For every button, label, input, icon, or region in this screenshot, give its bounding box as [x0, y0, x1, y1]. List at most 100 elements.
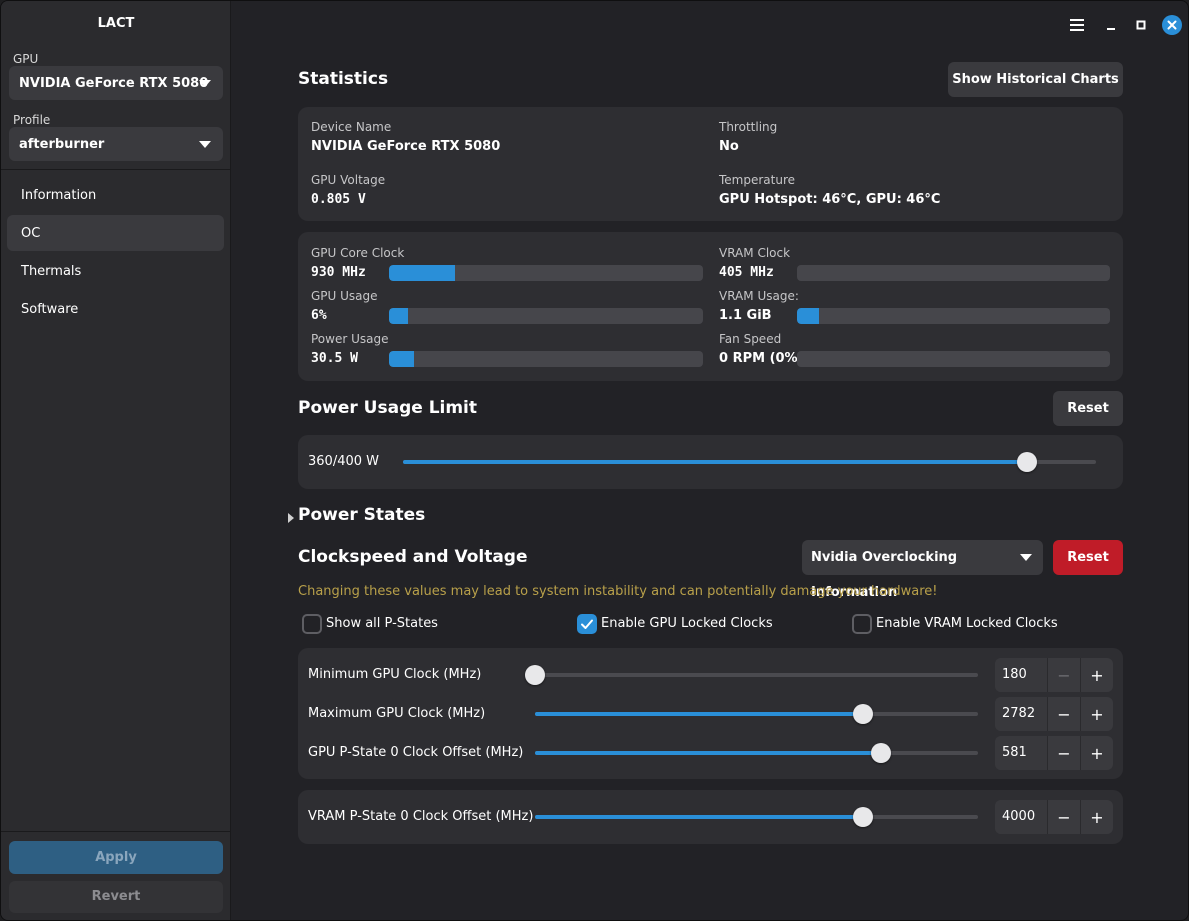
gpu-select-value: NVIDIA GeForce RTX 5080 — [19, 75, 209, 91]
gpu-usage-bar — [389, 308, 703, 324]
decrement-button[interactable]: − — [1047, 697, 1080, 731]
expander-arrow-icon[interactable] — [287, 509, 295, 528]
gpu-pstate0-offset-slider[interactable] — [535, 743, 978, 763]
max-gpu-clock-slider[interactable] — [535, 704, 978, 724]
gpu-voltage-label: GPU Voltage — [311, 173, 386, 187]
slider-handle[interactable] — [852, 807, 873, 827]
vram-pstate0-offset-label: VRAM P-State 0 Clock Offset (MHz) — [308, 809, 534, 824]
sidebar-item-label: Software — [21, 301, 79, 317]
menu-icon[interactable] — [1065, 13, 1089, 37]
sidebar-item-oc[interactable]: OC — [7, 215, 224, 251]
slider-handle[interactable] — [525, 665, 545, 685]
revert-button[interactable]: Revert — [9, 881, 223, 913]
max-gpu-clock-input[interactable]: 2782 — [995, 697, 1047, 731]
temperature-label: Temperature — [719, 173, 796, 187]
show-all-pstates-checkbox[interactable] — [302, 614, 322, 634]
sidebar: LACT GPU NVIDIA GeForce RTX 5080 Profile… — [1, 1, 231, 920]
vram-pstate0-offset-slider[interactable] — [535, 807, 978, 827]
power-usage-value: 30.5 W — [311, 351, 358, 366]
vram-clock-bar — [797, 265, 1110, 281]
maximize-icon[interactable] — [1129, 13, 1153, 37]
vram-clock-value: 405 MHz — [719, 265, 774, 280]
core-clock-bar — [389, 265, 703, 281]
close-icon[interactable] — [1160, 13, 1184, 37]
sidebar-item-label: Thermals — [21, 263, 82, 279]
max-gpu-clock-label: Maximum GPU Clock (MHz) — [308, 706, 486, 721]
temperature-value: GPU Hotspot: 46°C, GPU: 46°C — [719, 192, 941, 207]
divider — [1, 831, 231, 832]
gpu-select[interactable]: NVIDIA GeForce RTX 5080 — [9, 66, 223, 100]
gpu-voltage-value: 0.805 V — [311, 192, 366, 207]
vram-pstate0-offset-input[interactable]: 4000 — [995, 800, 1047, 834]
fan-speed-value: 0 RPM (0%) — [719, 351, 804, 366]
vram-usage-label: VRAM Usage: — [719, 289, 799, 303]
sidebar-item-software[interactable]: Software — [7, 291, 224, 327]
core-clock-label: GPU Core Clock — [311, 246, 405, 260]
minimize-icon[interactable] — [1099, 13, 1123, 37]
power-limit-reset-button[interactable]: Reset — [1053, 391, 1123, 426]
vram-pstate0-offset-stepper[interactable]: 4000 − + — [995, 800, 1113, 834]
profile-select-value: afterburner — [19, 136, 105, 152]
gpu-locked-clocks-checkbox[interactable] — [577, 614, 597, 634]
gpu-pstate0-offset-label: GPU P-State 0 Clock Offset (MHz) — [308, 745, 524, 760]
power-limit-slider[interactable] — [403, 452, 1096, 472]
min-gpu-clock-stepper[interactable]: 180 − + — [995, 658, 1113, 692]
vram-usage-value: 1.1 GiB — [719, 308, 772, 323]
divider — [1, 169, 231, 170]
power-limit-card: 360/400 W — [298, 435, 1123, 489]
sidebar-item-information[interactable]: Information — [7, 177, 224, 213]
chevron-down-icon — [1020, 554, 1032, 561]
apply-button[interactable]: Apply — [9, 841, 223, 874]
decrement-button[interactable]: − — [1047, 658, 1080, 692]
oc-info-dropdown-value: Nvidia Overclocking Information — [811, 550, 958, 600]
clockspeed-reset-button[interactable]: Reset — [1053, 540, 1123, 575]
power-states-expander[interactable]: Power States — [298, 505, 426, 525]
gpu-pstate0-offset-input[interactable]: 581 — [995, 736, 1047, 770]
device-name-value: NVIDIA GeForce RTX 5080 — [311, 139, 501, 154]
throttling-value: No — [719, 139, 739, 154]
profile-select[interactable]: afterburner — [9, 127, 223, 161]
chevron-down-icon — [199, 80, 211, 87]
increment-button[interactable]: + — [1080, 800, 1113, 834]
checkmark-icon — [581, 619, 593, 629]
decrement-button[interactable]: − — [1047, 800, 1080, 834]
slider-handle[interactable] — [1016, 452, 1037, 472]
chevron-down-icon — [199, 141, 211, 148]
gpu-usage-value: 6% — [311, 308, 327, 323]
sidebar-item-label: OC — [21, 225, 41, 241]
show-historical-charts-button[interactable]: Show Historical Charts — [948, 62, 1123, 97]
gpu-locked-clocks-label: Enable GPU Locked Clocks — [601, 616, 773, 631]
vram-locked-clocks-label: Enable VRAM Locked Clocks — [876, 616, 1058, 631]
app-title: LACT — [97, 16, 135, 31]
vram-locked-clocks-checkbox[interactable] — [852, 614, 872, 634]
min-gpu-clock-label: Minimum GPU Clock (MHz) — [308, 667, 482, 682]
sidebar-item-thermals[interactable]: Thermals — [7, 253, 224, 289]
gpu-usage-label: GPU Usage — [311, 289, 378, 303]
fan-speed-bar — [797, 351, 1110, 367]
profile-label: Profile — [13, 113, 51, 127]
clockspeed-title: Clockspeed and Voltage — [298, 547, 528, 567]
slider-handle[interactable] — [870, 743, 891, 763]
throttling-label: Throttling — [719, 120, 778, 134]
sidebar-item-label: Information — [21, 187, 97, 203]
slider-handle[interactable] — [852, 704, 873, 724]
fan-speed-label: Fan Speed — [719, 332, 782, 346]
max-gpu-clock-stepper[interactable]: 2782 − + — [995, 697, 1113, 731]
increment-button[interactable]: + — [1080, 658, 1113, 692]
gpu-pstate0-offset-stepper[interactable]: 581 − + — [995, 736, 1113, 770]
power-limit-title: Power Usage Limit — [298, 398, 478, 418]
vram-usage-bar — [797, 308, 1110, 324]
device-info-card: Device Name NVIDIA GeForce RTX 5080 Thro… — [298, 107, 1123, 221]
increment-button[interactable]: + — [1080, 736, 1113, 770]
decrement-button[interactable]: − — [1047, 736, 1080, 770]
min-gpu-clock-slider[interactable] — [525, 665, 978, 685]
show-all-pstates-label: Show all P-States — [326, 616, 438, 631]
oc-info-dropdown[interactable]: Nvidia Overclocking Information — [802, 540, 1043, 600]
min-gpu-clock-input[interactable]: 180 — [995, 658, 1047, 692]
warning-text: Changing these values may lead to system… — [298, 584, 938, 599]
usage-card: GPU Core Clock 930 MHz VRAM Clock 405 MH… — [298, 232, 1123, 381]
increment-button[interactable]: + — [1080, 697, 1113, 731]
core-clock-value: 930 MHz — [311, 265, 366, 280]
power-usage-label: Power Usage — [311, 332, 389, 346]
